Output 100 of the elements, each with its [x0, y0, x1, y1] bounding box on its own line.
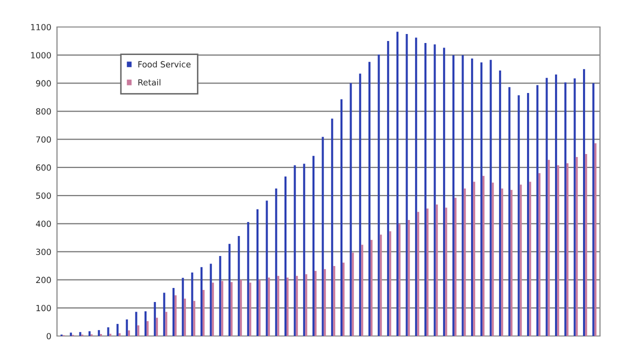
bar [305, 274, 308, 336]
bar [454, 198, 457, 336]
y-tick-label: 400 [36, 220, 51, 227]
bar [520, 184, 522, 336]
bar [324, 269, 326, 336]
y-tick-label: 900 [36, 80, 51, 86]
bar [128, 330, 130, 336]
y-tick-label: 1100 [31, 24, 51, 30]
bar [434, 44, 436, 336]
bar [555, 74, 558, 336]
bar [518, 95, 520, 336]
bar [312, 156, 315, 336]
bar [424, 43, 426, 336]
bar [137, 325, 140, 336]
bar [406, 34, 408, 336]
bar [583, 69, 586, 336]
bar [387, 41, 390, 336]
bar [396, 32, 398, 336]
y-tick-label: 100 [36, 304, 51, 312]
bar [436, 204, 438, 336]
bar [193, 300, 196, 336]
bar [88, 331, 91, 336]
bar [445, 208, 448, 336]
bar [275, 188, 278, 336]
bar [191, 272, 194, 336]
bar [585, 154, 588, 336]
bar [184, 298, 186, 336]
bar [368, 62, 370, 336]
bar [240, 280, 242, 336]
bar [294, 165, 296, 336]
bar [389, 231, 392, 336]
bar [510, 190, 512, 336]
bar [380, 234, 382, 336]
y-tick-label: 0 [46, 332, 51, 340]
bar [182, 278, 184, 336]
bar [266, 200, 268, 336]
bar [146, 321, 149, 336]
bar [212, 282, 214, 336]
bar [342, 262, 345, 336]
bar [286, 278, 289, 336]
bar [249, 282, 252, 336]
bar [417, 212, 420, 336]
bar [359, 74, 362, 336]
bar [174, 295, 177, 336]
bar [238, 236, 240, 336]
y-tick-label: 700 [36, 136, 51, 143]
bar [378, 54, 380, 336]
bar [221, 280, 224, 336]
bar [415, 38, 418, 336]
bar [98, 330, 100, 336]
bar [566, 163, 568, 336]
bar [482, 176, 484, 336]
bar [350, 83, 352, 336]
bar [107, 327, 110, 336]
bar [452, 55, 454, 336]
bar [200, 267, 203, 336]
bar [333, 266, 336, 336]
bar [135, 312, 138, 336]
bar [210, 264, 212, 336]
bar [529, 182, 532, 336]
bar [464, 188, 466, 336]
bar [256, 209, 259, 336]
bar [576, 157, 578, 336]
bar [557, 165, 560, 336]
bar [398, 224, 401, 336]
bar [443, 48, 446, 336]
bar [322, 136, 324, 336]
legend-label: Food Service [138, 61, 191, 68]
bar [163, 292, 166, 336]
bar [548, 160, 550, 336]
bar [79, 332, 82, 336]
y-tick-label: 500 [36, 192, 51, 199]
y-tick-label: 600 [36, 164, 51, 171]
bar [303, 164, 306, 336]
y-tick-label: 300 [36, 248, 51, 256]
legend-label: Retail [138, 79, 160, 86]
bar [331, 118, 334, 336]
bar [594, 143, 596, 336]
bar [228, 244, 231, 336]
bar [408, 220, 410, 336]
y-tick-label: 200 [36, 276, 51, 284]
bar [370, 240, 373, 336]
bar [352, 252, 354, 336]
bar [154, 302, 156, 336]
bar [564, 82, 566, 336]
bar [116, 324, 119, 336]
bar [296, 276, 298, 336]
bar [144, 311, 147, 336]
bar [426, 208, 429, 336]
bar [247, 222, 250, 336]
bar [546, 78, 548, 336]
y-tick-label: 1000 [31, 52, 51, 58]
bar [527, 93, 530, 336]
bar [172, 288, 175, 336]
bar [230, 282, 233, 336]
bar [492, 182, 494, 336]
bar [538, 173, 540, 336]
bar [219, 256, 222, 336]
bar [501, 188, 504, 336]
bar [268, 278, 270, 336]
